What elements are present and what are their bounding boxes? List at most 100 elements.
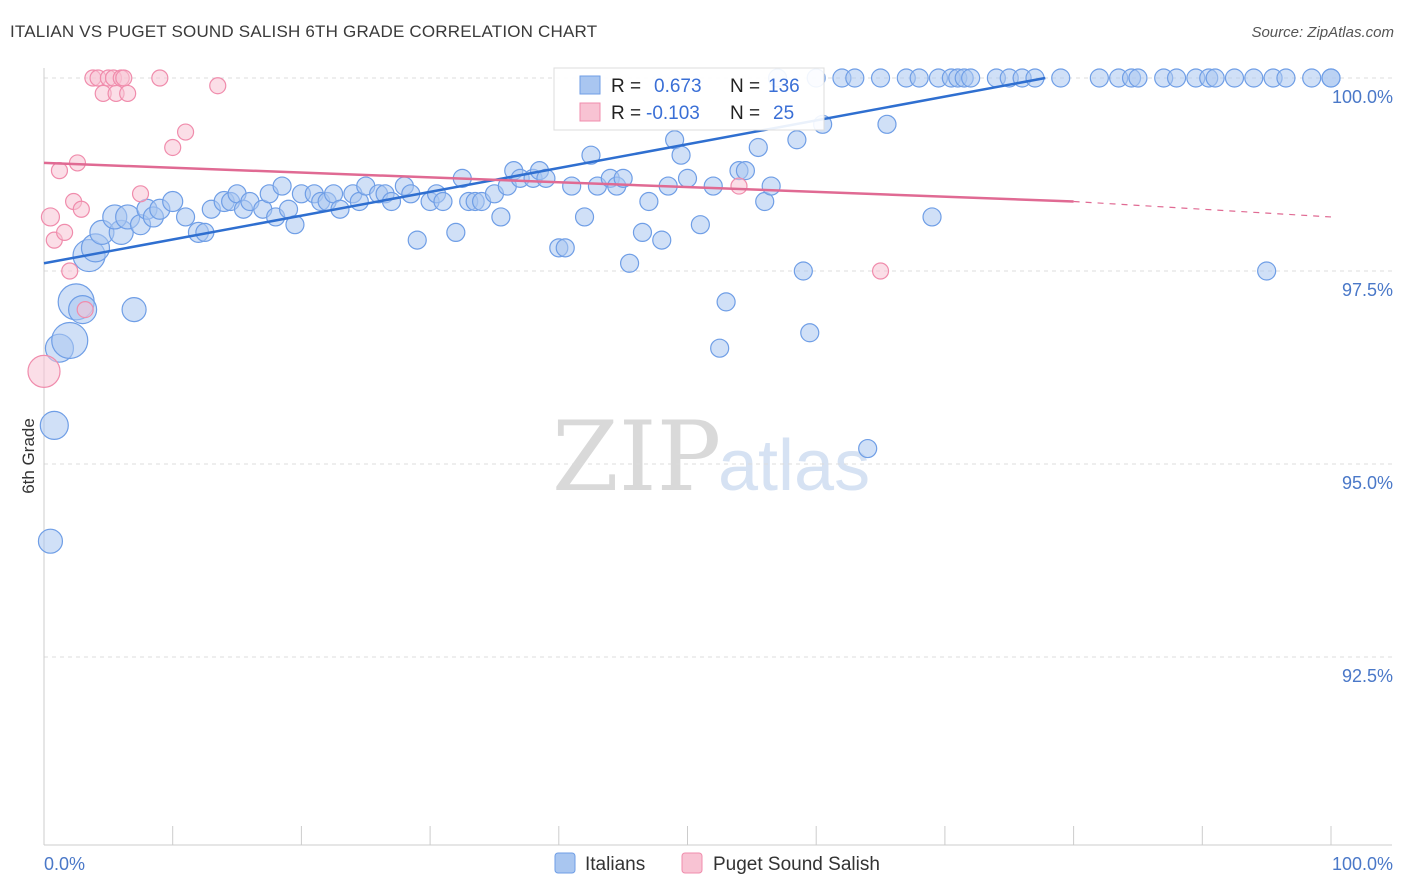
- y-axis-label: 6th Grade: [19, 418, 38, 494]
- stats-r-label-puget: R =: [611, 103, 641, 124]
- data-point: [1166, 68, 1187, 88]
- y-tick-label: 97.5%: [1342, 280, 1393, 300]
- data-point: [677, 168, 698, 188]
- chart-title: ITALIAN VS PUGET SOUND SALISH 6TH GRADE …: [10, 22, 598, 41]
- data-point: [433, 191, 453, 212]
- legend-label-italians: Italians: [585, 854, 645, 875]
- data-point: [1302, 68, 1322, 88]
- stats-legend: R = 0.673 N = 136 R = -0.103 N = 25: [553, 67, 825, 131]
- data-point: [51, 321, 89, 360]
- y-tick-labels: 100.0% 97.5% 95.0% 92.5%: [1332, 87, 1393, 686]
- data-point: [131, 185, 150, 203]
- stats-swatch-puget: [579, 102, 601, 122]
- data-point: [1257, 261, 1277, 281]
- data-point: [175, 207, 196, 227]
- data-point: [115, 69, 133, 87]
- data-point: [961, 68, 981, 88]
- data-point: [209, 77, 227, 95]
- data-point: [151, 69, 169, 87]
- data-point: [39, 410, 69, 440]
- data-point: [272, 176, 292, 196]
- data-point: [55, 223, 74, 241]
- series-puget-sound-salish: [27, 69, 890, 388]
- stats-n-value-puget: 25: [773, 103, 794, 124]
- stats-r-value-puget: -0.103: [646, 103, 700, 124]
- data-point: [40, 207, 61, 227]
- x-tick-label-max: 100.0%: [1332, 854, 1393, 874]
- data-point: [870, 68, 891, 88]
- data-point: [1321, 68, 1341, 88]
- data-point: [735, 161, 756, 181]
- data-point: [61, 262, 79, 280]
- data-point: [1051, 68, 1071, 88]
- data-point: [27, 354, 61, 388]
- trend-line-extension: [1073, 200, 1332, 218]
- data-point: [909, 68, 929, 88]
- trend-line: [43, 76, 1046, 265]
- data-point: [76, 301, 94, 319]
- x-tick-label-min: 0.0%: [44, 854, 85, 874]
- gridlines: [44, 77, 1392, 658]
- stats-swatch-italians: [579, 75, 601, 95]
- bottom-legend: Italians Puget Sound Salish: [554, 852, 880, 875]
- data-point: [793, 261, 813, 281]
- legend-swatch-puget: [681, 852, 703, 874]
- stats-r-label-italians: R =: [611, 76, 641, 97]
- trend-line: [43, 161, 1074, 203]
- data-point: [50, 162, 69, 180]
- data-point: [1244, 68, 1264, 88]
- trend-lines: [43, 76, 1332, 265]
- stats-n-label-puget: N =: [730, 103, 760, 124]
- data-point: [871, 262, 890, 280]
- data-point: [581, 145, 601, 165]
- data-point: [639, 191, 659, 212]
- data-point: [619, 253, 640, 273]
- stats-r-value-italians: 0.673: [654, 76, 702, 97]
- data-point: [574, 207, 595, 227]
- data-point: [652, 230, 672, 250]
- y-tick-label: 95.0%: [1342, 473, 1393, 493]
- data-point: [164, 138, 182, 157]
- data-point: [710, 338, 730, 358]
- data-point: [922, 207, 942, 227]
- data-point: [121, 297, 147, 323]
- data-point: [703, 176, 723, 196]
- data-point: [845, 68, 865, 88]
- data-point: [1205, 68, 1225, 88]
- data-point: [716, 292, 736, 312]
- data-point: [858, 438, 878, 459]
- data-point: [381, 191, 402, 212]
- data-point: [407, 230, 427, 250]
- data-point: [877, 114, 897, 134]
- data-point: [119, 84, 137, 103]
- data-point: [72, 200, 90, 218]
- legend-label-puget: Puget Sound Salish: [713, 854, 880, 875]
- data-point: [491, 207, 511, 227]
- data-point: [446, 222, 466, 242]
- data-point: [761, 176, 781, 196]
- data-point: [800, 323, 820, 343]
- data-point: [1276, 68, 1296, 88]
- source-label: Source: ZipAtlas.com: [1251, 24, 1394, 41]
- data-point: [1224, 68, 1245, 88]
- data-point: [555, 238, 575, 258]
- watermark-atlas: atlas: [718, 426, 870, 506]
- data-point: [787, 130, 807, 150]
- data-point: [632, 222, 653, 242]
- x-axis-ticks: [43, 826, 1332, 845]
- stats-n-label-italians: N =: [730, 76, 760, 97]
- data-point: [613, 168, 633, 188]
- watermark-zip: ZIP: [552, 401, 721, 513]
- data-point: [1089, 68, 1109, 88]
- legend-swatch-italians: [554, 852, 576, 874]
- data-point: [162, 190, 184, 213]
- y-tick-label: 92.5%: [1342, 666, 1393, 686]
- data-point: [730, 177, 748, 195]
- data-point: [690, 215, 710, 235]
- data-point: [671, 145, 691, 165]
- data-point: [1128, 68, 1148, 88]
- y-tick-label: 100.0%: [1332, 87, 1393, 107]
- data-point: [176, 123, 195, 141]
- data-point: [748, 137, 768, 158]
